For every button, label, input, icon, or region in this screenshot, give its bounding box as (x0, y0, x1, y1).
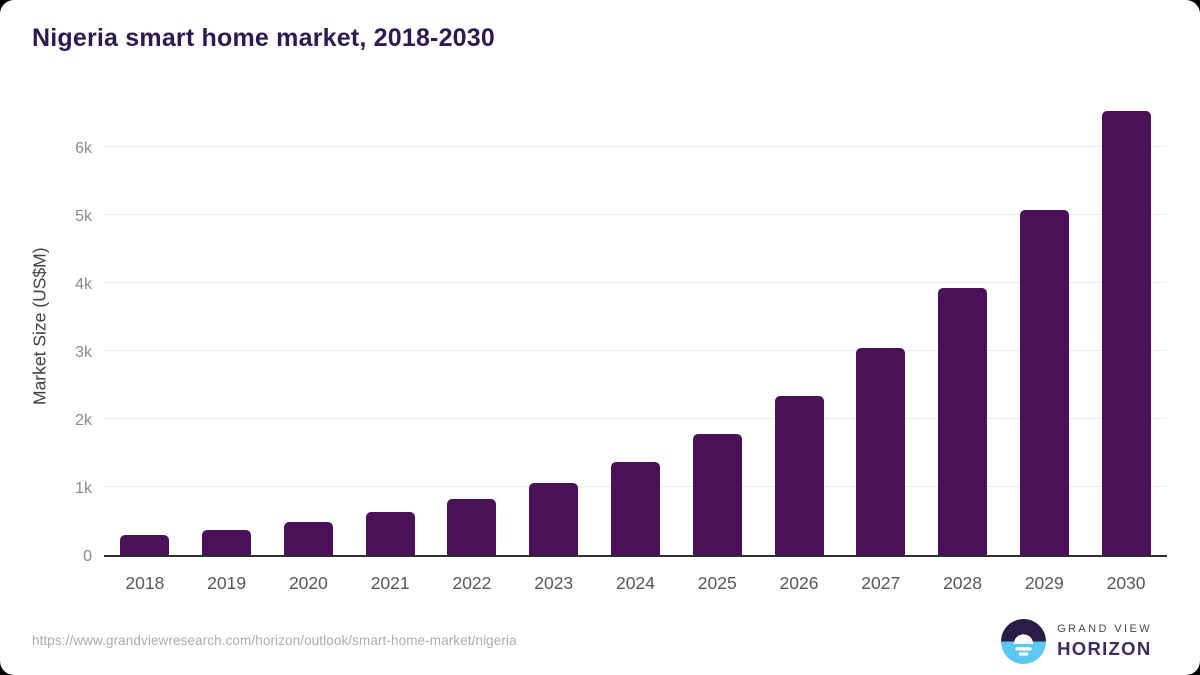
x-tick-label-2030: 2030 (1106, 573, 1146, 593)
y-tick-label: 5k (75, 208, 92, 226)
bars-container (104, 95, 1167, 555)
bar-slot (349, 95, 431, 555)
x-axis-ticks: 2018 2019 2020 2021 2022 2023 2024 2025 2026 2027… (104, 573, 1167, 594)
x-tick-label-2024: 2024 (616, 573, 655, 593)
horizon-sun-icon (1001, 619, 1047, 664)
bar-2022[interactable] (447, 498, 497, 555)
bar-slot (922, 95, 1004, 555)
logo-brand-bottom: HORIZON (1057, 638, 1152, 659)
logo-wordmark: GRAND VIEW HORIZON (1057, 623, 1152, 660)
y-tick-label: 1k (75, 480, 92, 498)
y-tick-label: 6k (75, 140, 92, 158)
y-tick-label: 2k (75, 412, 92, 430)
x-tick-label-2020: 2020 (288, 573, 328, 593)
source-url: https://www.grandviewresearch.com/horizo… (32, 633, 517, 648)
gridline (104, 214, 1167, 216)
bar-slot (431, 95, 513, 555)
bar-2026[interactable] (774, 396, 824, 555)
bar-2025[interactable] (692, 434, 742, 555)
bar-slot (595, 95, 677, 555)
bar-slot (1003, 95, 1085, 555)
x-tick-label-2025: 2025 (697, 573, 737, 593)
bar-2023[interactable] (529, 483, 579, 555)
bar-slot (513, 95, 595, 555)
x-tick-label-2026: 2026 (779, 573, 819, 593)
bar-2021[interactable] (365, 512, 415, 555)
plot-area (104, 95, 1167, 557)
y-axis-ticks: 0 1k 2k 3k 4k 5k 6k (0, 95, 92, 565)
chart-title: Nigeria smart home market, 2018-2030 (32, 24, 495, 52)
logo-brand-top: GRAND VIEW (1057, 623, 1152, 635)
bar-slot (758, 95, 840, 555)
x-tick-label-2019: 2019 (207, 573, 247, 593)
bar-2018[interactable] (120, 535, 170, 555)
x-tick-label-2021: 2021 (370, 573, 410, 593)
gridline (104, 146, 1167, 148)
bar-slot (186, 95, 268, 555)
x-tick-label-2018: 2018 (125, 573, 165, 593)
x-tick-label-2029: 2029 (1024, 573, 1064, 593)
bar-slot (676, 95, 758, 555)
bar-2028[interactable] (938, 287, 988, 555)
x-tick-label-2022: 2022 (452, 573, 492, 593)
y-tick-label: 3k (75, 344, 92, 362)
bar-2027[interactable] (856, 348, 906, 555)
x-tick-label-2028: 2028 (943, 573, 982, 593)
gridline (104, 282, 1167, 284)
bar-slot (268, 95, 350, 555)
grand-view-horizon-logo: GRAND VIEW HORIZON (1001, 619, 1152, 664)
bar-2024[interactable] (610, 461, 660, 555)
gridline (104, 350, 1167, 352)
gridline (104, 418, 1167, 420)
y-tick-label: 0 (83, 548, 92, 565)
bar-slot (104, 95, 186, 555)
bar-slot (1085, 95, 1167, 555)
bar-2020[interactable] (283, 521, 333, 555)
bar-2019[interactable] (202, 529, 252, 555)
bar-2029[interactable] (1019, 210, 1069, 555)
bar-2030[interactable] (1101, 110, 1151, 555)
x-tick-label-2023: 2023 (534, 573, 574, 593)
bar-slot (840, 95, 922, 555)
y-tick-label: 4k (75, 276, 92, 294)
x-tick-label-2027: 2027 (861, 573, 901, 593)
